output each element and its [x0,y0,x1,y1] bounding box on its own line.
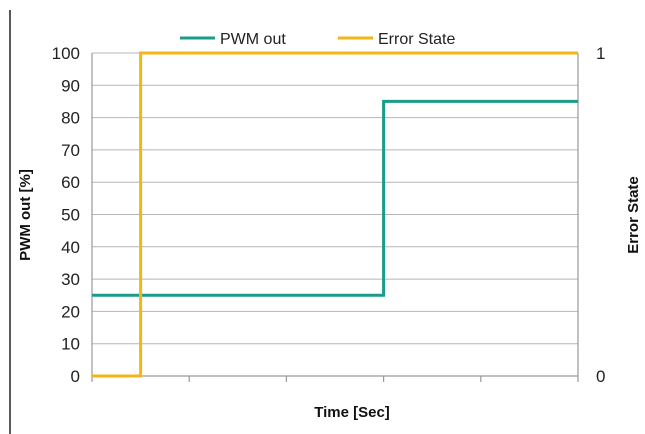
axes [91,53,579,377]
x-tick-marks [91,376,579,382]
x-axis-title: Time [Sec] [314,404,390,421]
y-tick-label: 100 [52,44,80,63]
y-tick-label: 80 [61,109,80,128]
y2-tick-label: 1 [596,44,605,63]
legend-label-pwm-out: PWM out [220,31,286,48]
series-line-error-state [92,51,578,378]
series-line-pwm-out [92,99,578,297]
y2-tick-labels: 01 [596,44,605,386]
series-lines [92,51,578,378]
y-tick-label: 40 [61,238,80,257]
y-tick-label: 10 [61,335,80,354]
y-tick-label: 90 [61,76,80,95]
y-tick-label: 70 [61,141,80,160]
legend: PWM out Error State [180,31,455,48]
y-tick-label: 50 [61,206,80,225]
y2-tick-label: 0 [596,367,605,386]
y-tick-label: 0 [71,367,80,386]
legend-label-error-state: Error State [378,31,455,48]
y-tick-label: 60 [61,173,80,192]
y-tick-label: 20 [61,302,80,321]
y2-axis-title: Error State [625,176,642,254]
y-tick-label: 30 [61,270,80,289]
y-tick-labels: 0 10 20 30 40 50 60 70 80 90 100 [52,44,80,386]
y-axis-title: PWM out [%] [17,169,34,261]
